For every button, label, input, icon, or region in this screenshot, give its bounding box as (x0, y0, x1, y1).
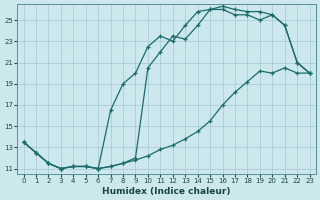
X-axis label: Humidex (Indice chaleur): Humidex (Indice chaleur) (102, 187, 231, 196)
